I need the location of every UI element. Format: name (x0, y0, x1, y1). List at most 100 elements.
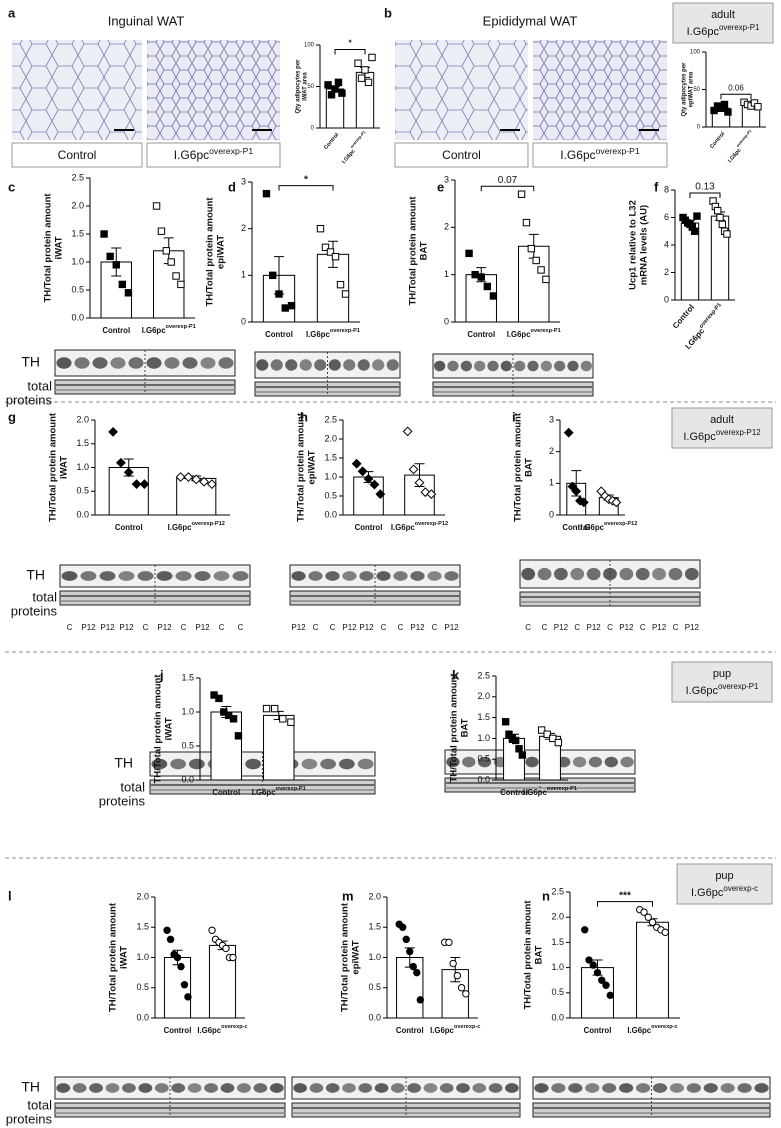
data-point (234, 732, 243, 740)
blot-band (357, 359, 370, 371)
y-axis-label: BAT (534, 945, 545, 964)
x-tick-label-base: I.G6pc (391, 523, 415, 532)
blot-band (164, 357, 180, 369)
blot-band (434, 360, 446, 372)
y-axis-label: TH/Total protein amount (449, 673, 460, 783)
blot-band (358, 1083, 373, 1093)
blot-label-proteins: proteins (6, 1111, 53, 1126)
blot-band (410, 571, 425, 581)
data-point (112, 261, 120, 269)
data-point (527, 244, 536, 253)
blot-band (635, 1083, 651, 1093)
blot-label-proteins: proteins (6, 392, 53, 407)
data-point (477, 273, 485, 281)
x-tick-label-base: Control (115, 523, 143, 532)
group-box (671, 661, 773, 703)
lane-label: P12 (291, 623, 306, 632)
data-point (406, 947, 414, 956)
x-tick-label: I.G6pcoverexp-c (627, 1024, 677, 1035)
data-point (368, 53, 376, 62)
y-tick-label: 1 (549, 478, 554, 488)
blot-band (669, 1083, 685, 1093)
blot-band (325, 571, 340, 581)
micrograph (395, 40, 528, 140)
blot-band (359, 571, 374, 581)
x-tick-label-base: Control (212, 788, 240, 797)
micrograph-label: Control (58, 148, 97, 162)
micrograph (147, 40, 280, 140)
x-tick-label-sup: overexp-P1 (698, 301, 723, 329)
data-point (183, 472, 194, 482)
blot-band (472, 1083, 487, 1093)
data-point (341, 290, 350, 298)
data-point (173, 953, 182, 962)
data-point (724, 108, 732, 116)
blot-band (213, 571, 230, 581)
data-point (229, 953, 237, 962)
group-line1: pup (715, 870, 733, 882)
blot-band (462, 756, 476, 768)
blot-band (200, 357, 216, 369)
blot-band (270, 359, 283, 371)
data-point (357, 74, 366, 82)
data-point (167, 258, 175, 266)
y-axis-label: TH/Total protein amount (523, 900, 534, 1010)
blot-band (551, 1083, 566, 1093)
panel-letter: d (228, 179, 236, 194)
data-point (409, 962, 417, 971)
blot-band (446, 756, 460, 768)
panel-letter: i (512, 409, 516, 424)
blot-band (439, 1083, 454, 1093)
lane-label: P12 (100, 623, 115, 632)
y-axis-label: iWAT (59, 456, 70, 479)
data-point (445, 938, 453, 947)
x-tick-label: I.G6pcoverexp-P12 (580, 521, 637, 532)
data-point (177, 962, 185, 971)
panel-letter: h (300, 409, 308, 424)
data-point (331, 85, 339, 93)
x-tick-label: Control (467, 330, 495, 339)
blot-band (686, 1083, 701, 1093)
blot-band (652, 1083, 668, 1093)
x-tick-label-base: Control (584, 1026, 612, 1035)
x-tick-label: I.G6pcoverexp-c (430, 1024, 480, 1035)
y-tick-label: 0 (664, 294, 669, 304)
data-point (399, 923, 407, 931)
y-tick-label: 1.5 (71, 228, 84, 238)
data-point (457, 984, 466, 992)
blot-band (618, 1083, 634, 1093)
data-point (172, 272, 180, 280)
data-point (275, 290, 283, 298)
data-point (581, 926, 589, 934)
data-point (718, 220, 727, 229)
data-point (522, 218, 531, 227)
y-axis-label: TH/Total protein amount (408, 196, 419, 306)
y-tick-label: 50 (307, 84, 314, 90)
blot-band (580, 360, 592, 372)
lane-label: C (143, 623, 149, 632)
blot-band (122, 1083, 136, 1093)
y-tick-label: 100 (690, 50, 701, 56)
data-point (351, 458, 362, 469)
x-tick-label-base: Control (164, 1026, 192, 1035)
data-point (175, 472, 186, 482)
blot-label-total: total (27, 1097, 52, 1112)
y-tick-label: 1.0 (76, 462, 89, 472)
blot-total (432, 381, 594, 397)
data-point (100, 230, 108, 238)
blot-band (521, 567, 536, 581)
group-line2-sup: overexp-P12 (716, 428, 761, 437)
data-point (554, 738, 563, 747)
blot-total (519, 591, 701, 607)
blot-band (89, 1083, 103, 1093)
data-point (602, 981, 610, 989)
y-tick-label: 0.5 (368, 982, 381, 992)
x-tick-label: I.G6pcoverexp-P1 (338, 129, 371, 166)
blot-band (156, 571, 173, 581)
blot-band (92, 357, 108, 369)
y-tick-label: 3 (444, 174, 449, 184)
y-tick-label: 1.0 (368, 952, 381, 962)
data-point (357, 466, 368, 477)
y-axis-label: mRNA levels (AU) (639, 205, 650, 285)
